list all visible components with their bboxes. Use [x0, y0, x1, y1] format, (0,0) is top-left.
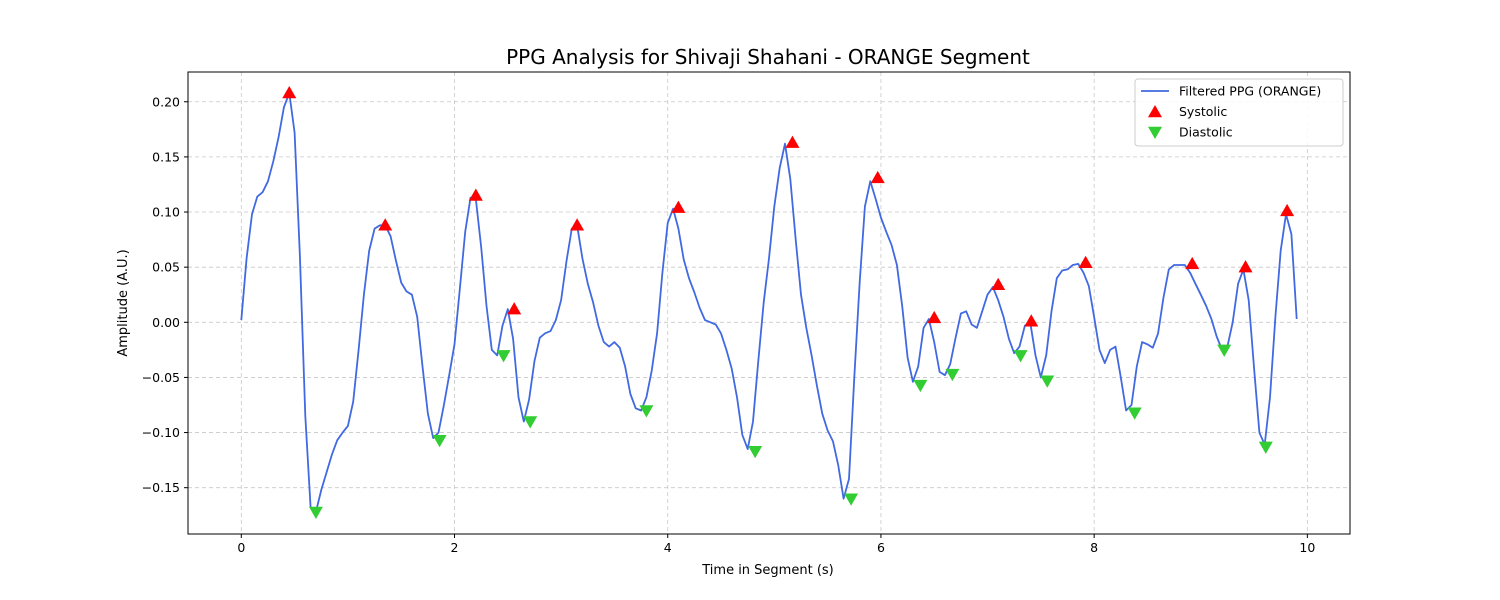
systolic-marker	[378, 218, 393, 231]
y-tick-label: 0.20	[152, 94, 180, 109]
diastolic-marker	[945, 368, 960, 382]
systolic-marker	[468, 188, 483, 201]
legend-box	[1134, 78, 1344, 147]
systolic-marker	[282, 85, 297, 99]
y-tick-label: 0.15	[152, 149, 180, 164]
systolic-marker	[671, 200, 686, 213]
y-tick-label: −0.15	[142, 480, 180, 495]
legend: Filtered PPG (ORANGE) Systolic Diastolic	[1134, 78, 1344, 147]
diastolic-marker	[523, 416, 538, 429]
x-tick-label: 6	[877, 540, 885, 555]
diastolic-marker	[639, 405, 654, 418]
diastolic-marker	[496, 350, 511, 363]
diastolic-marker	[913, 379, 928, 393]
x-tick-label: 8	[1090, 540, 1098, 555]
x-axis-label: Time in Segment (s)	[701, 563, 833, 578]
systolic-marker	[1185, 256, 1200, 270]
systolic-marker	[1280, 203, 1295, 217]
systolic-marker	[1238, 260, 1253, 273]
diastolic-marker	[1258, 441, 1273, 454]
chart-title: PPG Analysis for Shivaji Shahani - ORANG…	[506, 45, 1030, 69]
y-tick-label: −0.05	[142, 370, 180, 385]
diastolic-marker	[308, 506, 323, 519]
y-tick-label: −0.10	[142, 425, 180, 440]
systolic-marker	[927, 310, 942, 324]
legend-systolic-swatch	[1148, 105, 1162, 118]
axis-ticks: 0 2 4 6 8 10 −0.15 −0.10 −0.05 0.00 0.05 0.10 0.15 0.…	[142, 94, 1316, 555]
y-tick-label: 0.10	[152, 205, 180, 220]
y-tick-label: 0.05	[152, 260, 180, 275]
systolic-marker	[785, 135, 800, 148]
diastolic-marker	[432, 435, 447, 448]
diastolic-marker	[1217, 344, 1232, 357]
diastolic-marker	[844, 493, 859, 506]
x-tick-label: 4	[664, 540, 672, 555]
systolic-marker	[1078, 255, 1093, 269]
x-tick-label: 10	[1299, 540, 1315, 555]
x-tick-label: 2	[451, 540, 459, 555]
y-tick-label: 0.00	[152, 315, 180, 330]
diastolic-marker	[1040, 375, 1055, 388]
diastolic-marker	[1013, 350, 1028, 363]
diastolic-marker	[1127, 407, 1142, 420]
diastolic-marker	[748, 446, 763, 459]
x-tick-label: 0	[237, 540, 245, 555]
legend-label-systolic: Systolic	[1179, 104, 1227, 119]
systolic-marker	[507, 302, 522, 315]
legend-label-diastolic: Diastolic	[1179, 125, 1233, 140]
systolic-marker	[991, 277, 1006, 291]
systolic-marker	[570, 218, 585, 231]
ppg-series-line	[240, 92, 1298, 513]
systolic-marker	[1024, 314, 1039, 327]
y-axis-label: Amplitude (A.U.)	[116, 249, 131, 356]
axes-frame	[187, 71, 1351, 535]
grid-lines	[188, 72, 1350, 534]
plot-area	[240, 85, 1298, 519]
legend-label-ppg: Filtered PPG (ORANGE)	[1179, 84, 1321, 99]
legend-diastolic-swatch	[1148, 126, 1162, 139]
systolic-marker	[870, 170, 885, 184]
